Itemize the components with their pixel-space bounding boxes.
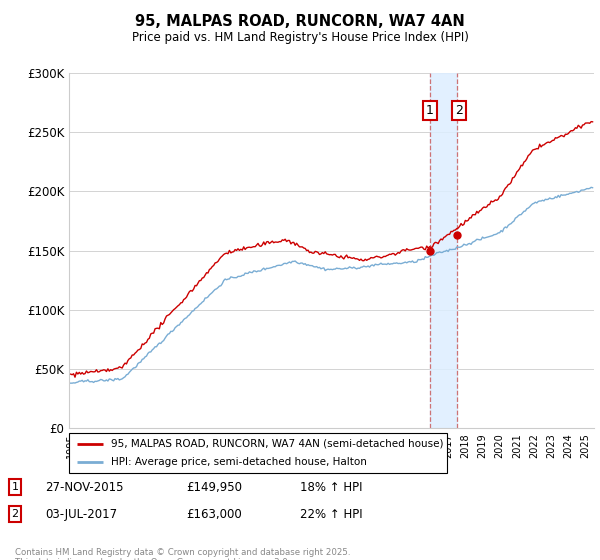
Text: 1: 1: [425, 104, 434, 117]
Text: 95, MALPAS ROAD, RUNCORN, WA7 4AN (semi-detached house): 95, MALPAS ROAD, RUNCORN, WA7 4AN (semi-…: [110, 439, 443, 449]
Text: 03-JUL-2017: 03-JUL-2017: [45, 507, 117, 521]
Text: HPI: Average price, semi-detached house, Halton: HPI: Average price, semi-detached house,…: [110, 458, 367, 467]
Text: £149,950: £149,950: [186, 480, 242, 494]
Text: 2: 2: [455, 104, 463, 117]
Text: 27-NOV-2015: 27-NOV-2015: [45, 480, 124, 494]
Text: 18% ↑ HPI: 18% ↑ HPI: [300, 480, 362, 494]
Text: 95, MALPAS ROAD, RUNCORN, WA7 4AN: 95, MALPAS ROAD, RUNCORN, WA7 4AN: [135, 14, 465, 29]
Text: Price paid vs. HM Land Registry's House Price Index (HPI): Price paid vs. HM Land Registry's House …: [131, 31, 469, 44]
Bar: [430, 73, 457, 428]
Text: 22% ↑ HPI: 22% ↑ HPI: [300, 507, 362, 521]
Text: 1: 1: [11, 482, 19, 492]
Text: £163,000: £163,000: [186, 507, 242, 521]
Text: 2: 2: [11, 509, 19, 519]
Text: Contains HM Land Registry data © Crown copyright and database right 2025.
This d: Contains HM Land Registry data © Crown c…: [15, 548, 350, 560]
